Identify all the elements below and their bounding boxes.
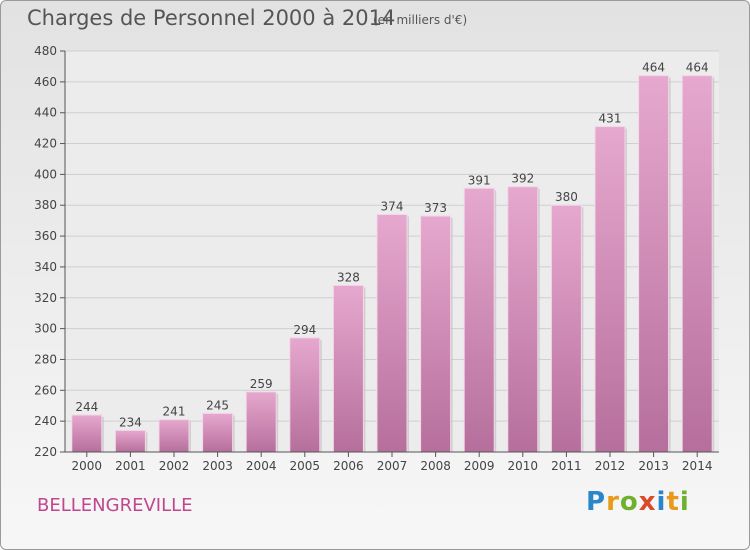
logo-letter: i [656,487,667,517]
bar [158,419,190,453]
bar-value-label: 374 [381,199,404,213]
y-tick-label: 320 [34,291,57,305]
x-tick-label: 2012 [595,459,626,473]
logo-letter: i [679,487,690,517]
logo-letter: r [606,487,620,517]
y-tick-label: 240 [34,414,57,428]
y-tick-label: 340 [34,260,57,274]
x-tick-label: 2003 [202,459,233,473]
y-tick-label: 220 [34,445,57,459]
bar-value-label: 373 [424,201,447,215]
bar [681,75,713,453]
bar-value-label: 431 [599,112,622,126]
x-tick-label: 2004 [246,459,277,473]
x-tick-label: 2000 [72,459,103,473]
bar [114,429,146,453]
y-tick-label: 460 [34,75,57,89]
x-tick-label: 2010 [508,459,539,473]
y-tick-label: 360 [34,229,57,243]
bar-value-label: 464 [686,61,709,75]
bar [332,284,364,453]
commune-name: BELLENGREVILLE [37,495,193,516]
bar [289,337,321,453]
bar [245,391,277,453]
y-tick-label: 440 [34,106,57,120]
bar-value-label: 391 [468,173,491,187]
logo-letter: P [586,487,607,517]
bar [202,412,234,453]
chart-title: Charges de Personnel 2000 à 2014 [27,6,396,30]
bar-value-label: 328 [337,270,360,284]
y-axis: 220 240 260 280 300 320 340 360 380 400 420 440 460 4… [34,44,66,459]
logo-letter: o [619,487,639,517]
y-tick-label: 280 [34,352,57,366]
x-tick-label: 2011 [551,459,582,473]
logo-letter: t [666,487,680,517]
bar-value-label: 464 [642,61,665,75]
x-axis: 2000 2001 2002 2003 2004 2005 2006 2007 2008 2009… [65,451,719,473]
x-tick-label: 2008 [420,459,451,473]
y-tick-label: 400 [34,167,57,181]
x-tick-label: 2009 [464,459,495,473]
bar [638,75,670,453]
bar-value-label: 294 [293,323,316,337]
x-tick-label: 2006 [333,459,364,473]
bar-value-label: 234 [119,415,142,429]
x-tick-label: 2014 [682,459,713,473]
bar [71,414,103,453]
x-tick-label: 2002 [159,459,190,473]
bar [550,204,582,453]
bar [507,186,539,453]
y-tick-label: 300 [34,322,57,336]
bar [463,187,495,453]
logo-letter: x [638,487,657,517]
x-tick-label: 2005 [290,459,321,473]
bar [376,213,408,453]
y-tick-label: 380 [34,198,57,212]
x-tick-label: 2001 [115,459,146,473]
bar-value-label: 241 [163,405,186,419]
y-tick-label: 480 [34,44,57,58]
bar-value-label: 244 [75,400,98,414]
y-tick-label: 420 [34,137,57,151]
bar-value-label: 259 [250,377,273,391]
proxiti-logo: Proxiti [586,487,690,517]
bar-value-label: 380 [555,190,578,204]
y-tick-label: 260 [34,383,57,397]
bars: 244 234 241 245 259 294 328 374 373 391 392 380 431 4… [71,61,715,453]
bar [420,215,452,453]
bar-value-label: 245 [206,398,229,412]
bar-value-label: 392 [511,172,534,186]
x-tick-label: 2013 [638,459,669,473]
bar [594,126,626,453]
chart-subtitle: (en milliers d'€) [373,13,468,27]
x-tick-label: 2007 [377,459,408,473]
